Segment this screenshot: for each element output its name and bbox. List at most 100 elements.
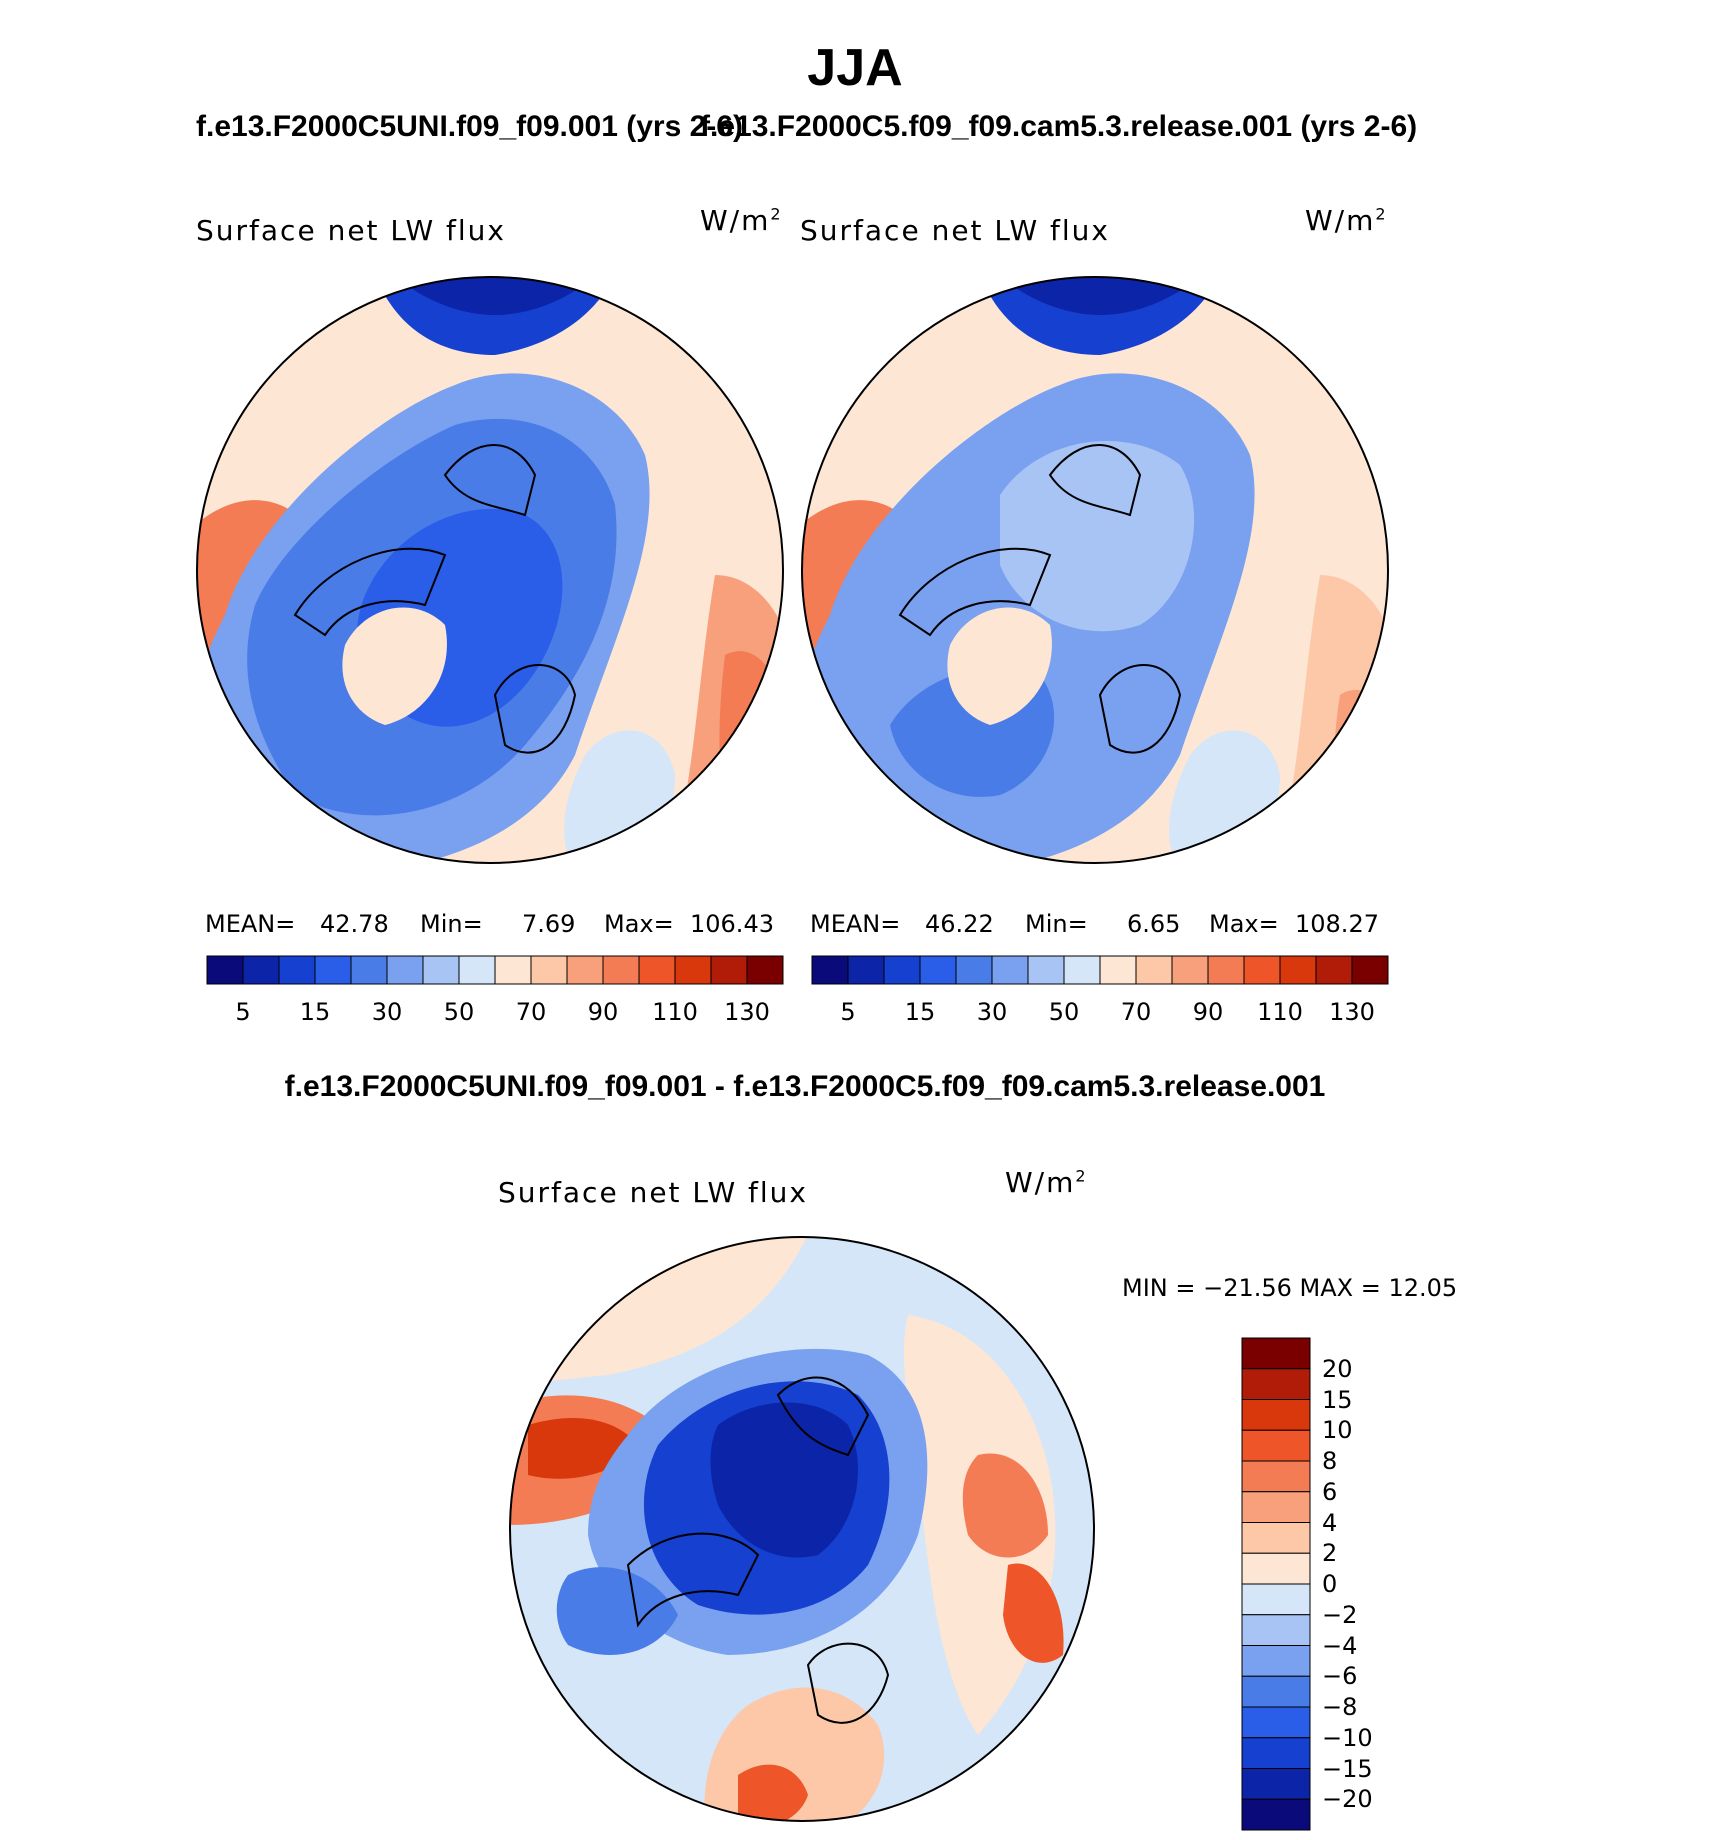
diff-field-region-east-hot-2 bbox=[1003, 1563, 1064, 1663]
right-colorbar-tick-label: 15 bbox=[904, 998, 936, 1026]
right-field-region-north-core bbox=[1000, 277, 1200, 315]
diff-minmax-text: MIN = −21.56 MAX = 12.05 bbox=[1122, 1274, 1458, 1302]
left-colorbar-swatch bbox=[638, 955, 676, 985]
left-colorbar-swatch bbox=[602, 955, 640, 985]
right-mean-label: MEAN= bbox=[810, 910, 901, 938]
right-colorbar-swatch bbox=[1207, 955, 1245, 985]
diff-colorbar-swatch bbox=[1241, 1583, 1311, 1616]
diff-colorbar bbox=[1241, 1337, 1311, 1831]
diff-colorbar-swatch bbox=[1241, 1798, 1311, 1831]
diff-colorbar-tick-label: −6 bbox=[1322, 1662, 1358, 1691]
left-colorbar bbox=[206, 955, 784, 985]
right-colorbar-tick-label: 5 bbox=[840, 998, 856, 1026]
right-max-label: Max= bbox=[1209, 910, 1279, 938]
diff-field-region-europe-hot bbox=[738, 1764, 808, 1821]
right-colorbar-tick-label: 90 bbox=[1192, 998, 1224, 1026]
right-run-title: f.e13.F2000C5.f09_f09.cam5.3.release.001… bbox=[700, 110, 1418, 143]
diff-colorbar-swatch bbox=[1241, 1768, 1311, 1800]
left-colorbar-tick-label: 50 bbox=[443, 998, 475, 1026]
diff-map-border bbox=[509, 1236, 1095, 1822]
left-colorbar-swatch bbox=[674, 955, 712, 985]
right-colorbar-tick-label: 50 bbox=[1048, 998, 1080, 1026]
diff-field-region-greenland-cold bbox=[556, 1567, 678, 1655]
diff-colorbar-swatch bbox=[1241, 1460, 1311, 1493]
diff-colorbar-tick-label: −15 bbox=[1322, 1754, 1373, 1783]
left-colorbar-tick-label: 90 bbox=[587, 998, 619, 1026]
diff-colorbar-tick-label: −10 bbox=[1322, 1723, 1373, 1752]
figure-title: JJA bbox=[807, 39, 903, 97]
right-colorbar-tick-label: 110 bbox=[1257, 998, 1303, 1026]
right-greenland-warm bbox=[947, 607, 1052, 725]
left-map-border bbox=[196, 276, 784, 864]
diff-title: f.e13.F2000C5UNI.f09_f09.001 - f.e13.F20… bbox=[284, 1070, 1326, 1103]
left-colorbar-swatch bbox=[314, 955, 352, 985]
left-run-title: f.e13.F2000C5UNI.f09_f09.001 (yrs 2-6) bbox=[196, 110, 743, 143]
right-colorbar-swatch bbox=[1279, 955, 1317, 985]
diff-colorbar-swatch bbox=[1241, 1368, 1311, 1400]
diff-colorbar-tick-label: 0 bbox=[1322, 1570, 1338, 1598]
diff-colorbar-swatch bbox=[1241, 1522, 1311, 1554]
left-colorbar-swatch bbox=[422, 955, 460, 985]
diff-colorbar-tick-label: 20 bbox=[1322, 1354, 1353, 1383]
left-polar-map bbox=[196, 276, 784, 864]
diff-colorbar-tick-label: −20 bbox=[1322, 1785, 1373, 1814]
left-colorbar-tick-label: 15 bbox=[299, 998, 331, 1026]
right-colorbar-swatch bbox=[1135, 955, 1173, 985]
left-colorbar-swatch bbox=[710, 955, 748, 985]
diff-colorbar-tick-label: −4 bbox=[1322, 1631, 1358, 1660]
right-map-border bbox=[801, 276, 1389, 864]
right-colorbar-tick-label: 130 bbox=[1329, 998, 1375, 1026]
right-colorbar-swatch bbox=[1099, 955, 1137, 985]
right-colorbar-swatch bbox=[955, 955, 993, 985]
left-colorbar-swatch bbox=[206, 955, 244, 985]
left-mean-value: 42.78 bbox=[320, 910, 389, 938]
left-colorbar-tick-label: 110 bbox=[652, 998, 698, 1026]
left-variable-label: Surface net LW flux bbox=[196, 214, 506, 247]
diff-polar-map bbox=[509, 1236, 1095, 1822]
left-field-region-east-hot bbox=[719, 651, 783, 863]
right-colorbar-ticks: 5 15 30 50 70 90 110 130 bbox=[810, 990, 1390, 1026]
right-colorbar-swatch bbox=[991, 955, 1029, 985]
right-units-label: W/m2 bbox=[1305, 204, 1388, 237]
left-colorbar-swatch bbox=[530, 955, 568, 985]
left-max-value: 106.43 bbox=[690, 910, 774, 938]
right-colorbar-swatch bbox=[811, 955, 849, 985]
right-colorbar-swatch bbox=[919, 955, 957, 985]
diff-colorbar-swatch bbox=[1241, 1645, 1311, 1677]
right-field-region-pole bbox=[1000, 441, 1195, 632]
left-mean-label: MEAN= bbox=[205, 910, 296, 938]
diff-colorbar-tick-label: −2 bbox=[1322, 1600, 1358, 1629]
diff-colorbar-swatch bbox=[1241, 1614, 1311, 1646]
diff-colorbar-swatch bbox=[1241, 1552, 1311, 1585]
right-min-value: 6.65 bbox=[1127, 910, 1181, 938]
diff-colorbar-swatch bbox=[1241, 1491, 1311, 1523]
diff-colorbar-swatch bbox=[1241, 1429, 1311, 1462]
right-colorbar bbox=[811, 955, 1389, 985]
right-colorbar-tick-label: 30 bbox=[976, 998, 1008, 1026]
left-colorbar-tick-label: 70 bbox=[515, 998, 547, 1026]
diff-colorbar-swatch bbox=[1241, 1675, 1311, 1708]
diff-colorbar-tick-label: 4 bbox=[1322, 1508, 1338, 1537]
right-mean-value: 46.22 bbox=[925, 910, 994, 938]
left-greenland-warm bbox=[342, 607, 447, 725]
left-colorbar-swatch bbox=[350, 955, 388, 985]
left-colorbar-tick-label: 5 bbox=[235, 998, 251, 1026]
diff-colorbar-tick-label: −8 bbox=[1322, 1693, 1358, 1721]
diff-colorbar-tick-label: 8 bbox=[1322, 1447, 1338, 1475]
right-field-region-east-hot bbox=[1334, 689, 1388, 863]
diff-colorbar-tick-label: 6 bbox=[1322, 1477, 1338, 1506]
diff-colorbar-swatch bbox=[1241, 1337, 1311, 1370]
diff-variable-label: Surface net LW flux bbox=[498, 1176, 808, 1209]
left-max-label: Max= bbox=[604, 910, 674, 938]
left-min-value: 7.69 bbox=[522, 910, 576, 938]
right-colorbar-swatch bbox=[883, 955, 921, 985]
right-coastlines bbox=[898, 444, 1182, 754]
left-colorbar-tick-label: 130 bbox=[724, 998, 770, 1026]
diff-field-region-east-hot bbox=[962, 1453, 1048, 1558]
left-colorbar-tick-label: 30 bbox=[371, 998, 403, 1026]
right-colorbar-swatch bbox=[847, 955, 885, 985]
right-colorbar-swatch bbox=[1027, 955, 1065, 985]
diff-colorbar-tick-label: 10 bbox=[1322, 1416, 1353, 1445]
diff-colorbar-tick-label: 15 bbox=[1322, 1385, 1353, 1414]
diff-colorbar-swatch bbox=[1241, 1737, 1311, 1769]
